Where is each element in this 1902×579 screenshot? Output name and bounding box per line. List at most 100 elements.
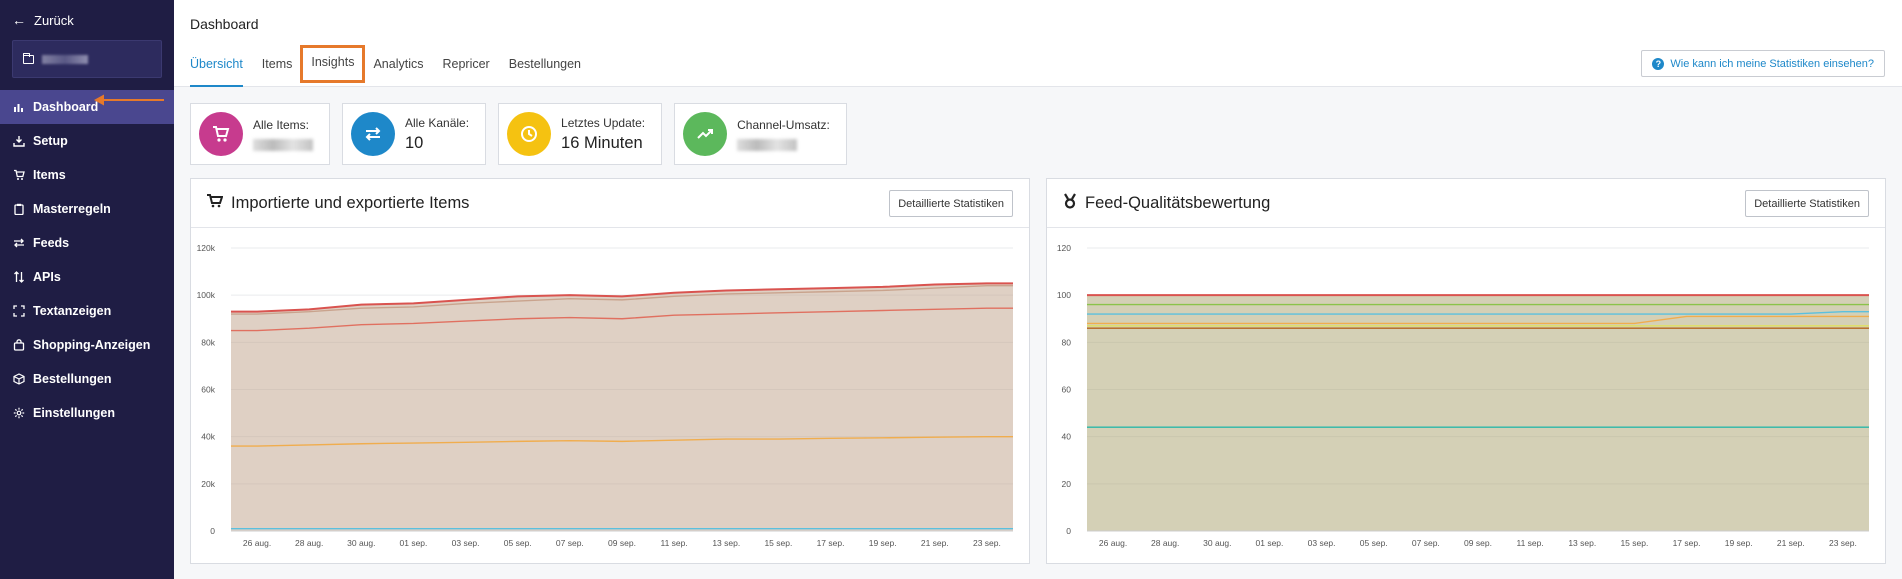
series-line (1087, 310, 1869, 315)
frame-icon (12, 305, 25, 318)
tab-items[interactable]: Items (261, 57, 293, 71)
area-fill (1087, 295, 1869, 531)
x-tick-label: 15 sep. (1620, 538, 1648, 548)
project-name-redacted (42, 54, 88, 64)
help-label: Wie kann ich meine Statistiken einsehen? (1670, 57, 1874, 70)
sidebar-item-label: Feeds (33, 236, 70, 250)
shopping-bag-icon (12, 339, 25, 352)
gear-icon (12, 407, 25, 420)
kpi-last-update: Letztes Update: 16 Minuten (498, 103, 663, 165)
y-tick-label: 0 (210, 526, 215, 536)
question-icon: ? (1652, 57, 1665, 70)
sidebar-item-label: Dashboard (33, 100, 99, 114)
kpi-label: Alle Items: (253, 117, 310, 132)
sort-arrows-icon (12, 271, 25, 284)
x-tick-label: 21 sep. (921, 538, 949, 548)
sidebar-item-textanzeigen[interactable]: Textanzeigen (0, 294, 174, 328)
project-selector[interactable] (12, 40, 162, 78)
sidebar-item-apis[interactable]: APIs (0, 260, 174, 294)
tab-uebersicht[interactable]: Übersicht (190, 49, 243, 87)
sidebar-item-feeds[interactable]: Feeds (0, 226, 174, 260)
sidebar-item-bestellungen[interactable]: Bestellungen (0, 362, 174, 396)
download-icon (12, 135, 25, 148)
y-tick-label: 0 (1066, 526, 1071, 536)
sidebar-item-label: Einstellungen (33, 406, 115, 420)
y-tick-label: 80k (201, 337, 215, 347)
x-tick-label: 11 sep. (1517, 538, 1544, 548)
sidebar-item-label: Textanzeigen (33, 304, 112, 318)
tab-bestellungen[interactable]: Bestellungen (508, 57, 582, 71)
x-tick-label: 03 sep. (452, 538, 480, 548)
detailed-statistics-button[interactable]: Detaillierte Statistiken (1745, 190, 1869, 217)
series-line (231, 282, 1013, 313)
x-tick-label: 13 sep. (712, 538, 740, 548)
cart-icon (12, 169, 25, 182)
feed-quality-area-chart: 0 20 40 60 80 100 120 26 aug. 28 aug. 30 aug. 01 s… (1057, 243, 1869, 548)
x-tick-label: 30 aug. (1203, 538, 1231, 548)
kpi-value-redacted (737, 138, 798, 151)
x-tick-label: 30 aug. (347, 538, 375, 548)
feed-quality-panel: Feed-Qualitätsbewertung Detaillierte Sta… (1046, 178, 1886, 564)
sidebar-nav: Dashboard Setup Items Masterregeln Feeds… (0, 90, 174, 430)
sidebar-item-label: Setup (33, 134, 68, 148)
detailed-statistics-button[interactable]: Detaillierte Statistiken (889, 190, 1013, 217)
tab-repricer[interactable]: Repricer (442, 57, 490, 71)
y-tick-label: 60k (201, 385, 215, 395)
cart-icon (207, 193, 224, 213)
x-tick-label: 17 sep. (817, 538, 845, 548)
sidebar-item-dashboard[interactable]: Dashboard (0, 90, 174, 124)
medal-icon (1063, 192, 1077, 214)
chart-panels: Importierte und exportierte Items Detail… (190, 178, 1886, 564)
back-label: Zurück (34, 12, 74, 28)
x-tick-label: 28 aug. (1151, 538, 1179, 548)
x-tick-label: 15 sep. (764, 538, 792, 548)
kpi-all-channels: Alle Kanäle: 10 (342, 103, 487, 165)
kpi-label: Letztes Update: (561, 115, 646, 130)
sidebar-item-setup[interactable]: Setup (0, 124, 174, 158)
sidebar-item-masterregeln[interactable]: Masterregeln (0, 192, 174, 226)
y-tick-label: 80 (1062, 337, 1072, 347)
x-tick-label: 09 sep. (1464, 538, 1492, 548)
x-tick-label: 28 aug. (295, 538, 323, 548)
cart-icon (199, 112, 243, 156)
swap-icon (351, 112, 395, 156)
series-line (1087, 315, 1869, 325)
panel-header: Feed-Qualitätsbewertung (1047, 179, 1885, 228)
kpi-channel-revenue: Channel-Umsatz: (674, 103, 847, 165)
clipboard-icon (12, 203, 25, 216)
kpi-all-items: Alle Items: (190, 103, 330, 165)
sidebar-item-label: Shopping-Anzeigen (33, 338, 151, 352)
main-area: Dashboard Übersicht Items Insights Analy… (174, 0, 1902, 579)
bar-chart-icon (12, 101, 25, 114)
tab-analytics[interactable]: Analytics (373, 57, 424, 71)
kpi-row: Alle Items: Alle Kanäle: 10 (190, 103, 1886, 165)
x-tick-label: 19 sep. (869, 538, 897, 548)
x-tick-label: 01 sep. (400, 538, 428, 548)
x-tick-label: 21 sep. (1777, 538, 1805, 548)
sidebar-item-items[interactable]: Items (0, 158, 174, 192)
tab-bar: Übersicht Items Insights Analytics Repri… (190, 45, 600, 87)
trend-icon (683, 112, 728, 156)
sidebar-item-label: Masterregeln (33, 202, 111, 216)
sidebar-item-einstellungen[interactable]: Einstellungen (0, 396, 174, 430)
tab-insights[interactable]: Insights (300, 45, 366, 83)
x-tick-label: 17 sep. (1673, 538, 1701, 548)
x-tick-label: 03 sep. (1308, 538, 1336, 548)
x-tick-label: 05 sep. (504, 538, 532, 548)
y-tick-label: 100 (1057, 290, 1071, 300)
x-tick-label: 05 sep. (1360, 538, 1388, 548)
swap-icon (12, 237, 25, 250)
x-tick-label: 13 sep. (1568, 538, 1596, 548)
imported-exported-items-panel: Importierte und exportierte Items Detail… (190, 178, 1030, 564)
x-tick-label: 09 sep. (608, 538, 636, 548)
y-tick-label: 40k (201, 432, 215, 442)
sidebar: ← Zurück Dashboard Setup Items Masterreg… (0, 0, 174, 579)
y-tick-label: 120 (1057, 243, 1071, 253)
panel-title: Importierte und exportierte Items (231, 193, 470, 212)
panel-title: Feed-Qualitätsbewertung (1085, 193, 1271, 212)
statistics-help-button[interactable]: ? Wie kann ich meine Statistiken einsehe… (1641, 50, 1885, 77)
sidebar-item-shopping-anzeigen[interactable]: Shopping-Anzeigen (0, 328, 174, 362)
x-tick-label: 19 sep. (1725, 538, 1753, 548)
back-button[interactable]: ← Zurück (0, 0, 174, 40)
feed-quality-chart: 0 20 40 60 80 100 120 26 aug. 28 aug. 30 aug. 01 s… (1047, 229, 1885, 563)
